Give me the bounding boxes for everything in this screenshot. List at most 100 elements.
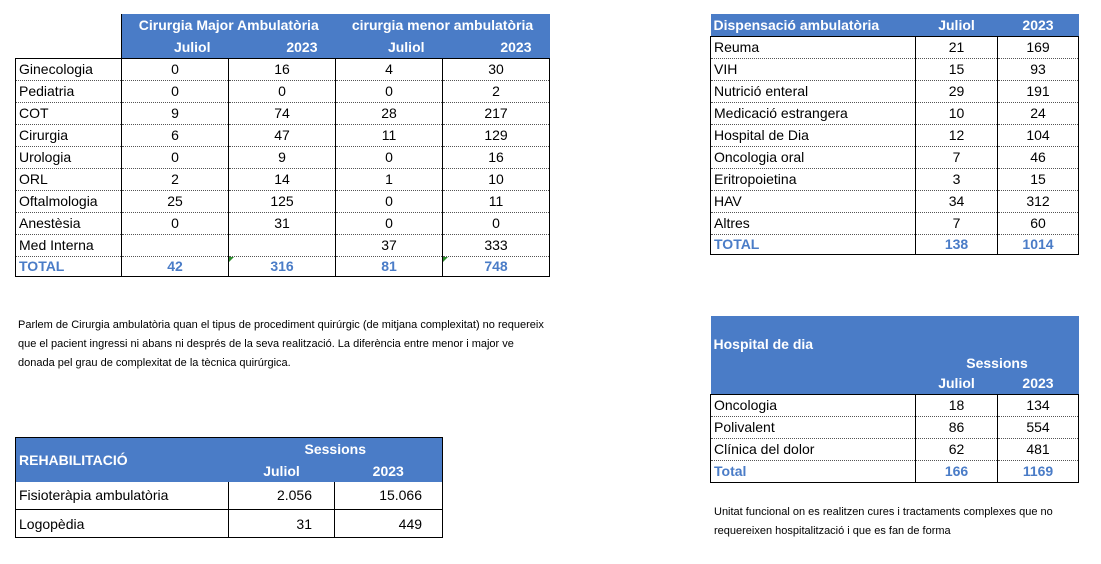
value-cell: 333 bbox=[442, 234, 551, 257]
row-label: Oncologia bbox=[710, 394, 916, 417]
row-label: Hospital de Dia bbox=[710, 124, 916, 147]
value-cell: 7 bbox=[915, 212, 998, 235]
row-label: Urologia bbox=[15, 146, 122, 169]
table-row: Urologia 0 9 0 16 bbox=[15, 146, 551, 169]
total-value: 316 bbox=[227, 256, 336, 277]
dispensation-body: Reuma 21 169 VIH 15 93 Nutrició enteral 29 191 Me… bbox=[710, 36, 1079, 255]
value-cell: 12 bbox=[915, 124, 998, 147]
value-cell: 481 bbox=[997, 438, 1079, 461]
surgery-note: Parlem de Cirurgia ambulatòria quan el t… bbox=[18, 319, 544, 369]
row-label: Logopèdia bbox=[15, 509, 229, 538]
rehab-title: REHABILITACIÓ bbox=[15, 437, 229, 482]
table-row: Pediatria 0 0 0 2 bbox=[15, 80, 551, 103]
value-cell: 60 bbox=[997, 212, 1079, 235]
value-cell: 0 bbox=[335, 212, 443, 235]
value-cell: 0 bbox=[227, 80, 336, 103]
major-month-header: Juliol bbox=[121, 36, 229, 59]
row-label: Oncologia oral bbox=[710, 146, 916, 169]
minor-month-header: Juliol bbox=[335, 36, 443, 59]
major-year-header: 2023 bbox=[228, 36, 336, 59]
row-label: Ginecologia bbox=[15, 58, 122, 81]
value-cell bbox=[227, 234, 336, 257]
value-cell: 15.066 bbox=[334, 481, 443, 510]
table-row: Eritropoietina 3 15 bbox=[710, 168, 1079, 191]
total-row: TOTAL 42 316 81 748 bbox=[15, 256, 551, 277]
total-value: 748 bbox=[442, 256, 551, 277]
table-row: Nutrició enteral 29 191 bbox=[710, 80, 1079, 103]
rehab-year-header: 2023 bbox=[334, 459, 443, 482]
value-cell: 449 bbox=[334, 509, 443, 538]
table-row: Oftalmologia 25 125 0 11 bbox=[15, 190, 551, 213]
row-label: ORL bbox=[15, 168, 122, 191]
blank-cell bbox=[915, 316, 998, 336]
value-cell: 191 bbox=[997, 80, 1079, 103]
value-cell: 31 bbox=[228, 509, 335, 538]
surgery-body: Ginecologia 0 16 4 30 Pediatria 0 0 0 2 COT 9 74 28 21… bbox=[15, 58, 551, 277]
day-hospital-title: Hospital de dia bbox=[710, 316, 916, 372]
row-label: VIH bbox=[710, 58, 916, 81]
minor-surgery-header: cirurgia menor ambulatòria bbox=[335, 14, 550, 36]
blank-cell bbox=[997, 316, 1079, 336]
day-hospital-sessions-header: Sessions bbox=[915, 336, 1079, 372]
value-cell: 2.056 bbox=[228, 481, 335, 510]
table-row: ORL 2 14 1 10 bbox=[15, 168, 551, 191]
value-cell: 21 bbox=[915, 36, 998, 59]
total-row: Total 166 1169 bbox=[710, 460, 1079, 483]
value-cell: 29 bbox=[915, 80, 998, 103]
value-cell: 2 bbox=[121, 168, 229, 191]
row-label: Nutrició enteral bbox=[710, 80, 916, 103]
value-cell: 169 bbox=[997, 36, 1079, 59]
total-value: 1169 bbox=[997, 460, 1079, 483]
row-label: HAV bbox=[710, 190, 916, 213]
dispensation-table: Dispensació ambulatòria Juliol 2023 Reum… bbox=[710, 14, 1079, 255]
total-label: TOTAL bbox=[710, 234, 916, 255]
row-label: Reuma bbox=[710, 36, 916, 59]
major-surgery-header: Cirurgia Major Ambulatòria bbox=[120, 14, 336, 36]
total-row: TOTAL 138 1014 bbox=[710, 234, 1079, 255]
value-cell: 18 bbox=[915, 394, 998, 417]
table-row: Altres 7 60 bbox=[710, 212, 1079, 235]
table-row: Hospital de Dia 12 104 bbox=[710, 124, 1079, 147]
value-cell: 30 bbox=[442, 58, 551, 81]
value-cell: 16 bbox=[227, 58, 336, 81]
value-cell: 0 bbox=[335, 190, 443, 213]
table-row: Logopèdia 31 449 bbox=[15, 509, 443, 538]
blank-cell bbox=[710, 372, 916, 395]
value-cell: 9 bbox=[227, 146, 336, 169]
value-cell: 28 bbox=[335, 102, 443, 125]
value-cell: 554 bbox=[997, 416, 1079, 439]
table-row: Polivalent 86 554 bbox=[710, 416, 1079, 439]
table-row: VIH 15 93 bbox=[710, 58, 1079, 81]
value-cell: 0 bbox=[335, 146, 443, 169]
table-row: Medicació estrangera 10 24 bbox=[710, 102, 1079, 125]
day-hospital-note: Unitat funcional on es realitzen cures i… bbox=[714, 506, 1053, 537]
table-row: Ginecologia 0 16 4 30 bbox=[15, 58, 551, 81]
value-cell: 11 bbox=[335, 124, 443, 147]
row-label: Fisioteràpia ambulatòria bbox=[15, 481, 229, 510]
value-cell: 134 bbox=[997, 394, 1079, 417]
row-label: Anestèsia bbox=[15, 212, 122, 235]
table-row: Fisioteràpia ambulatòria 2.056 15.066 bbox=[15, 481, 443, 510]
row-label: Oftalmologia bbox=[15, 190, 122, 213]
value-cell: 16 bbox=[442, 146, 551, 169]
total-value: 138 bbox=[915, 234, 998, 255]
row-label: Med Interna bbox=[15, 234, 122, 257]
row-label: Altres bbox=[710, 212, 916, 235]
value-cell: 0 bbox=[442, 212, 551, 235]
total-value: 42 bbox=[121, 256, 229, 277]
surgery-table: Cirurgia Major Ambulatòria cirurgia meno… bbox=[15, 14, 551, 277]
value-cell: 11 bbox=[442, 190, 551, 213]
value-cell: 217 bbox=[442, 102, 551, 125]
day-hospital-year-header: 2023 bbox=[997, 372, 1079, 395]
value-cell: 10 bbox=[442, 168, 551, 191]
value-cell: 34 bbox=[915, 190, 998, 213]
total-value: 1014 bbox=[997, 234, 1079, 255]
value-cell: 312 bbox=[997, 190, 1079, 213]
table-row: Oncologia 18 134 bbox=[710, 394, 1079, 417]
value-cell: 0 bbox=[121, 212, 229, 235]
value-cell: 37 bbox=[335, 234, 443, 257]
dispensation-title: Dispensació ambulatòria bbox=[710, 14, 916, 37]
value-cell: 6 bbox=[121, 124, 229, 147]
value-cell: 0 bbox=[335, 80, 443, 103]
rehab-table: REHABILITACIÓ Sessions Juliol 2023 Fisio… bbox=[15, 437, 444, 538]
